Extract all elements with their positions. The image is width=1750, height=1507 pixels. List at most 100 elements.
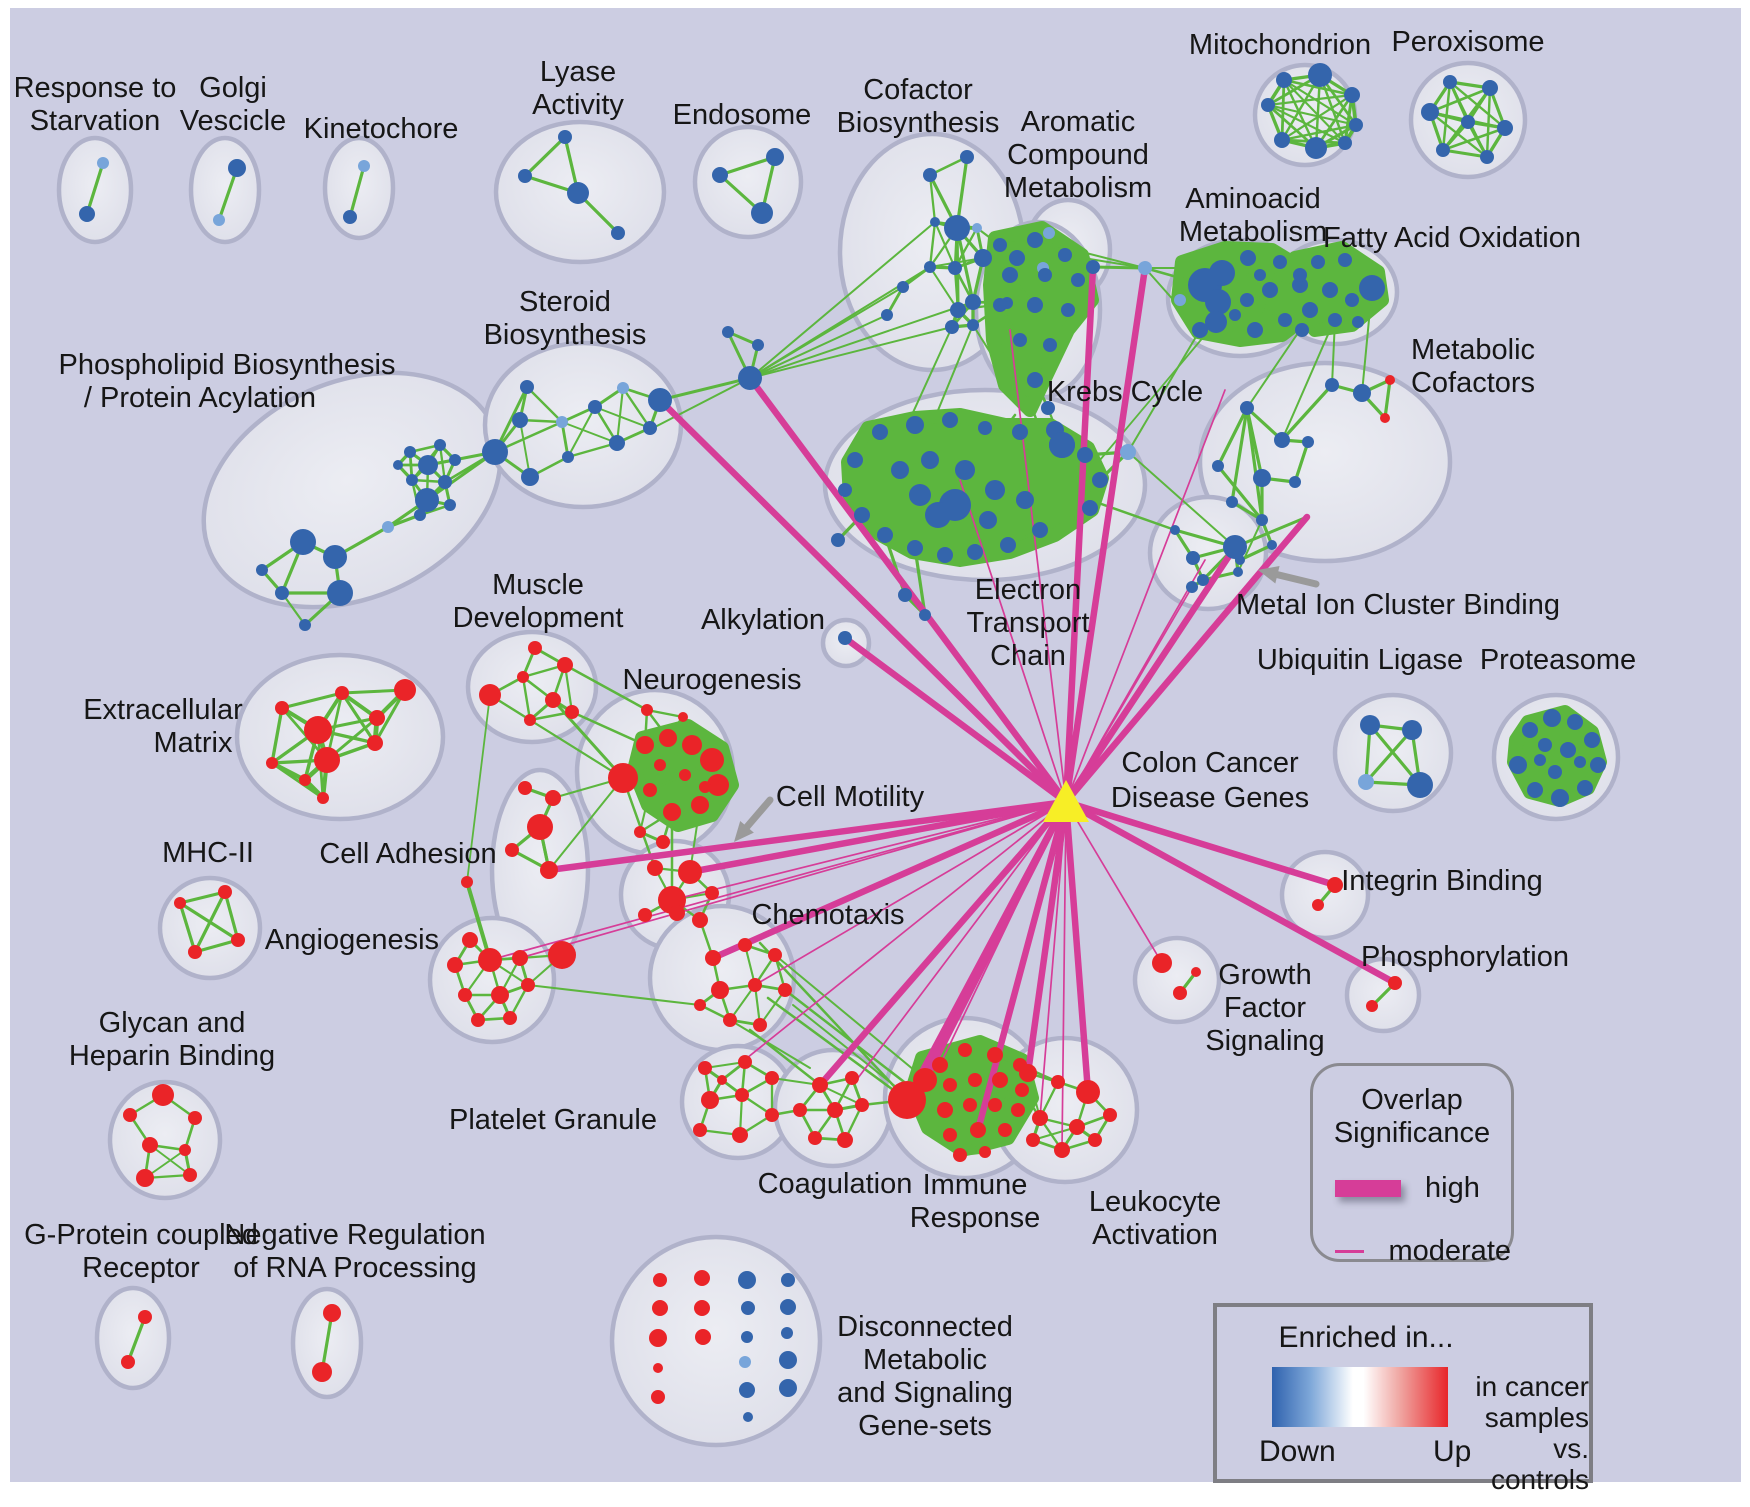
label-extracellular-matrix-1: Matrix (154, 727, 233, 759)
node-krebs-cycle-7 (1027, 297, 1043, 313)
node-immune-response-11 (963, 1098, 977, 1112)
node-aminoacid-metabolism-13 (1254, 269, 1266, 281)
nodes-layer (79, 63, 1606, 1422)
node-disconnected-gene-sets-18 (779, 1379, 797, 1397)
node-neurogenesis-13 (678, 712, 688, 722)
node-immune-response-13 (1011, 1103, 1025, 1117)
node-lyase-activity-3 (611, 226, 625, 240)
cluster-angiogenesis (427, 915, 557, 1045)
connector-node-1 (738, 366, 762, 390)
node-aminoacid-metabolism-5 (1273, 255, 1287, 269)
node-neurogenesis-11 (699, 781, 711, 793)
node-disconnected-gene-sets-14 (781, 1273, 795, 1287)
node-glycan-heparin-binding-6 (183, 1168, 197, 1182)
node-aromatic-compound-metabolism-0 (1043, 227, 1055, 239)
node-coagulation-6 (837, 1132, 853, 1148)
node-metabolic-cofactors-8 (1253, 469, 1271, 487)
label-platelet-granule-0: Platelet Granule (449, 1104, 657, 1136)
node-fatty-acid-oxidation-5 (1345, 293, 1359, 307)
node-coagulation-0 (812, 1077, 828, 1093)
node-lyase-activity-2 (567, 182, 589, 204)
node-phospholipid-biosynthesis-8 (414, 509, 426, 521)
node-phospholipid-biosynthesis-4 (449, 454, 461, 466)
node-phospholipid-biosynthesis-7 (393, 460, 403, 470)
label-metabolic-cofactors-1: Cofactors (1411, 367, 1535, 399)
node-neurogenesis-3 (682, 735, 702, 755)
node-platelet-granule-7 (765, 1108, 779, 1122)
node-immune-response-3 (958, 1043, 972, 1057)
cluster-mhc-ii (157, 875, 263, 981)
node-chemotaxis-5 (778, 983, 792, 997)
node-leukocyte-activation-6 (1088, 1133, 1102, 1147)
node-mitochondrion-0 (1276, 72, 1292, 88)
node-electron-transport-chain-18 (1032, 522, 1048, 538)
label-negative-regulation-rna-processing-1: of RNA Processing (233, 1252, 476, 1284)
node-mhc-ii-2 (231, 933, 245, 947)
node-cofactor-biosynthesis-11 (881, 309, 893, 321)
label-disconnected-gene-sets-0: Disconnected (837, 1311, 1013, 1343)
node-negative-regulation-rna-processing-0 (323, 1304, 341, 1322)
node-krebs-cycle-1 (1027, 232, 1043, 248)
connector-node-5 (461, 876, 473, 888)
node-neurogenesis-9 (654, 759, 666, 771)
node-immune-response-4 (987, 1047, 1003, 1063)
node-glycan-heparin-binding-1 (123, 1108, 137, 1122)
label-coagulation-0: Coagulation (758, 1168, 913, 1200)
node-electron-transport-chain-12 (854, 507, 870, 523)
node-disconnected-gene-sets-5 (694, 1270, 710, 1286)
node-electron-transport-chain-1 (906, 416, 924, 434)
node-neurogenesis-12 (641, 704, 653, 716)
node-glycan-heparin-binding-4 (179, 1144, 191, 1156)
node-muscle-development-5 (524, 714, 536, 726)
node-electron-transport-chain-8 (1082, 500, 1098, 516)
label-muscle-development-1: Development (453, 602, 624, 634)
cluster-endosome (692, 124, 804, 240)
node-kinetochore-1 (343, 210, 357, 224)
node-steroid-biosynthesis-1 (556, 416, 568, 428)
label-mitochondrion-0: Mitochondrion (1189, 29, 1371, 61)
label-aminoacid-metabolism-1: Metabolism (1179, 216, 1327, 248)
node-angiogenesis-1 (548, 941, 576, 969)
node-ubiquitin-ligase-0 (1360, 715, 1380, 735)
node-electron-transport-chain-28 (898, 588, 912, 602)
label-immune-response-0: Immune (923, 1169, 1028, 1201)
node-golgi-vescicle-0 (228, 159, 246, 177)
node-chemotaxis-4 (748, 978, 762, 992)
node-electron-transport-chain-24 (955, 460, 975, 480)
node-steroid-biosynthesis-9 (643, 421, 657, 435)
node-leukocyte-activation-0 (1019, 1064, 1037, 1082)
node-response-to-starvation-1 (79, 206, 95, 222)
node-cell-adhesion-0 (518, 781, 532, 795)
node-cell-adhesion-4 (540, 861, 558, 879)
node-kinetochore-0 (358, 160, 370, 172)
node-neurogenesis-14 (634, 826, 646, 838)
node-metal-ion-cluster-binding-0 (1170, 525, 1180, 535)
node-cofactor-biosynthesis-7 (948, 261, 962, 275)
node-cell-motility-0 (647, 860, 663, 876)
node-krebs-cycle-10 (1043, 338, 1057, 352)
node-electron-transport-chain-26 (1016, 491, 1034, 509)
node-disconnected-gene-sets-1 (652, 1300, 668, 1316)
node-endosome-2 (751, 202, 773, 224)
node-leukocyte-activation-1 (1076, 1080, 1100, 1104)
node-cofactor-biosynthesis-12 (950, 302, 966, 318)
node-electron-transport-chain-3 (978, 421, 992, 435)
connector-node-4 (1138, 261, 1152, 275)
node-aminoacid-metabolism-4 (1240, 250, 1256, 266)
node-chemotaxis-9 (669, 905, 685, 921)
high-label: high (1425, 1172, 1480, 1204)
node-cell-adhesion-1 (545, 790, 561, 806)
node-angiogenesis-0 (462, 932, 478, 948)
node-proteasome-12 (1574, 756, 1586, 768)
node-proteasome-5 (1577, 780, 1593, 796)
node-electron-transport-chain-25 (985, 480, 1005, 500)
node-extracellular-matrix-7 (314, 747, 340, 773)
label-phosphorylation-0: Phosphorylation (1361, 941, 1569, 973)
label-extracellular-matrix-0: Extracellular (83, 694, 243, 726)
node-metabolic-cofactors-7 (1212, 460, 1224, 472)
node-phospholipid-biosynthesis-12 (323, 545, 347, 569)
label-disconnected-gene-sets-3: Gene-sets (858, 1410, 992, 1442)
label-aromatic-compound-metabolism-2: Metabolism (1004, 172, 1152, 204)
node-cofactor-biosynthesis-4 (972, 223, 982, 233)
